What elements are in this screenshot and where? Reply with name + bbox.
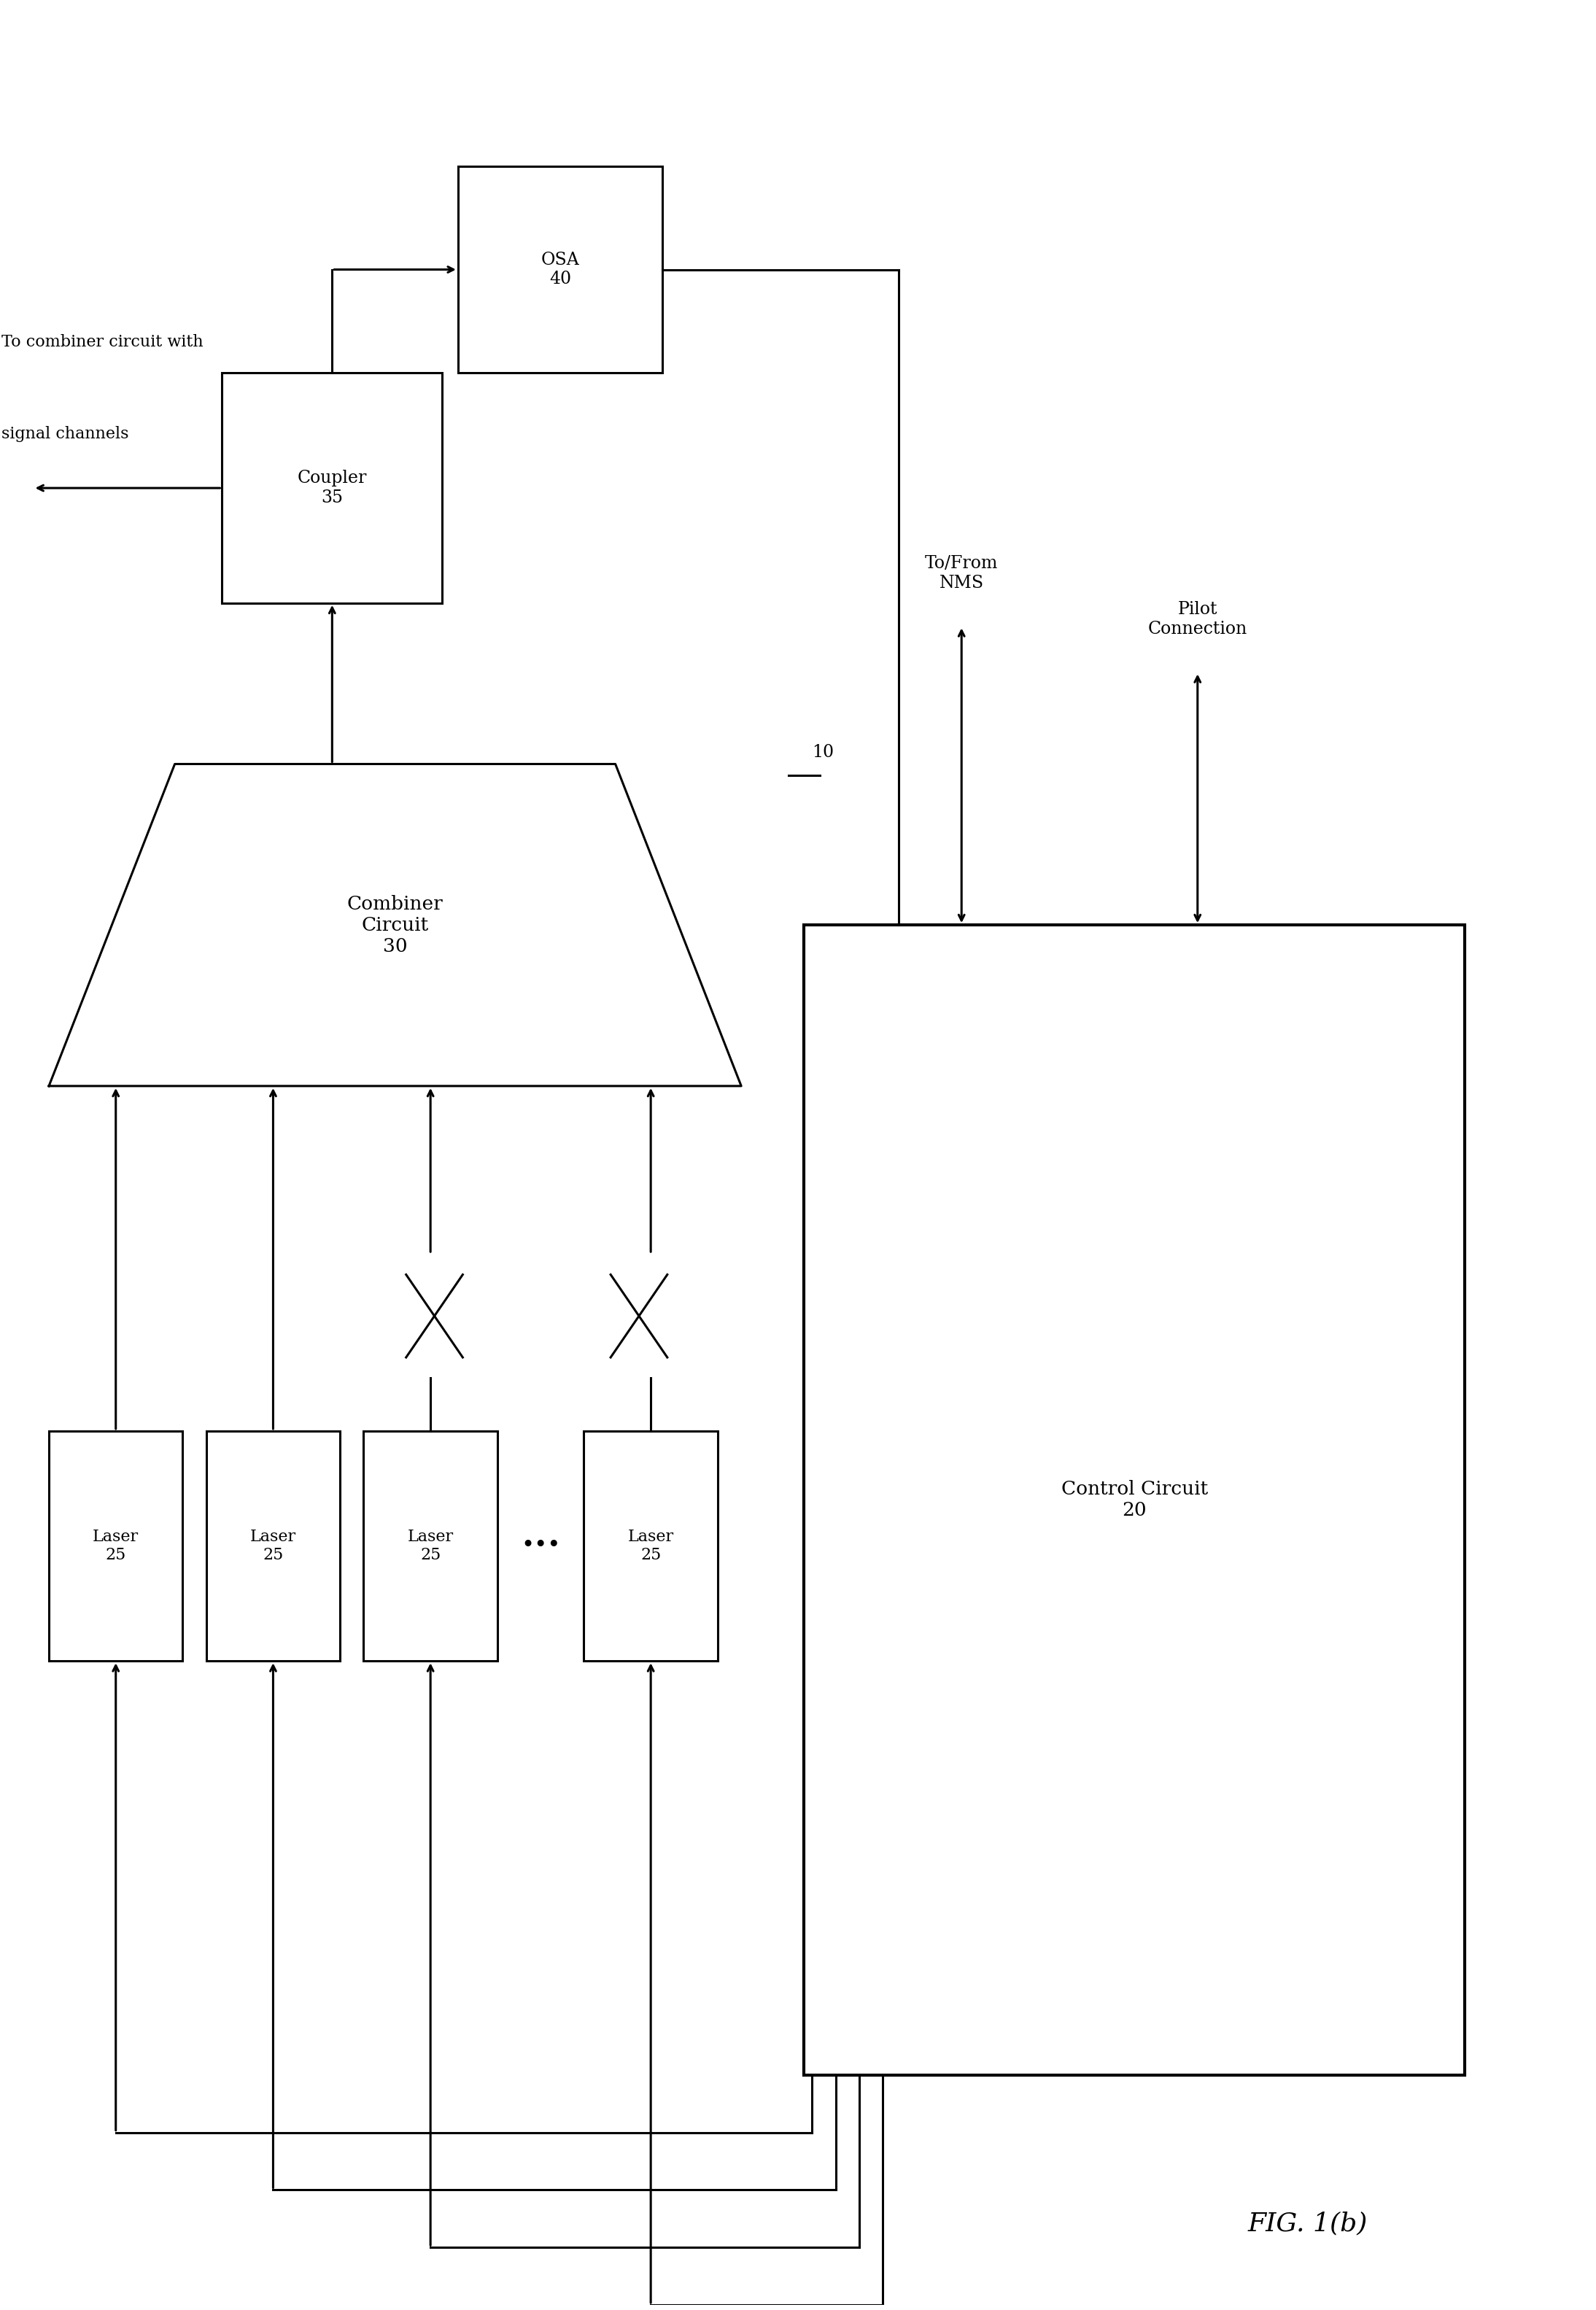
Text: 10: 10 bbox=[812, 744, 835, 760]
Text: Laser
25: Laser 25 bbox=[407, 1529, 453, 1564]
FancyBboxPatch shape bbox=[222, 372, 442, 603]
FancyBboxPatch shape bbox=[804, 924, 1465, 2074]
Text: signal channels: signal channels bbox=[2, 425, 129, 441]
Polygon shape bbox=[49, 765, 741, 1086]
FancyBboxPatch shape bbox=[364, 1430, 498, 1661]
Text: FIG. 1(b): FIG. 1(b) bbox=[1248, 2211, 1368, 2236]
FancyBboxPatch shape bbox=[458, 166, 662, 372]
FancyBboxPatch shape bbox=[49, 1430, 182, 1661]
Text: Laser
25: Laser 25 bbox=[93, 1529, 139, 1564]
Text: Coupler
35: Coupler 35 bbox=[297, 469, 367, 506]
FancyBboxPatch shape bbox=[584, 1430, 718, 1661]
Text: Combiner
Circuit
30: Combiner Circuit 30 bbox=[346, 894, 444, 956]
Text: Laser
25: Laser 25 bbox=[627, 1529, 674, 1564]
Text: Laser
25: Laser 25 bbox=[251, 1529, 297, 1564]
Text: •••: ••• bbox=[520, 1534, 560, 1557]
Text: OSA
40: OSA 40 bbox=[541, 252, 579, 289]
Text: Pilot
Connection: Pilot Connection bbox=[1148, 601, 1246, 638]
Text: To combiner circuit with: To combiner circuit with bbox=[2, 335, 203, 351]
FancyBboxPatch shape bbox=[206, 1430, 340, 1661]
Text: To/From
NMS: To/From NMS bbox=[926, 554, 998, 591]
Text: Control Circuit
20: Control Circuit 20 bbox=[1061, 1481, 1208, 1520]
